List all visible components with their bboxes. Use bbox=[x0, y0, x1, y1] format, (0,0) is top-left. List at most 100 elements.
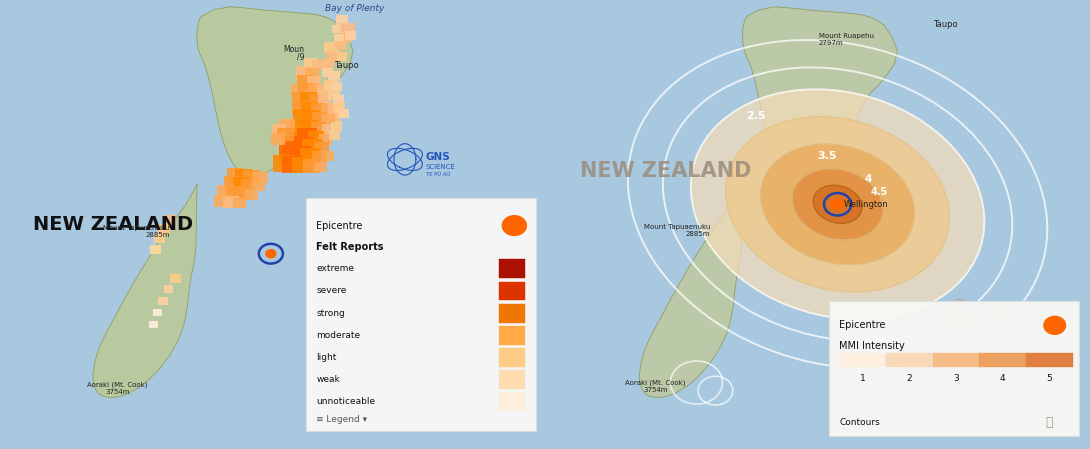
Text: Mount Ruapehu
2797m: Mount Ruapehu 2797m bbox=[819, 33, 873, 46]
Bar bbox=[305, 68, 319, 80]
Bar bbox=[313, 60, 326, 70]
Bar bbox=[227, 168, 243, 182]
Bar bbox=[282, 136, 303, 153]
Circle shape bbox=[1044, 317, 1066, 335]
Bar bbox=[499, 304, 525, 322]
Bar bbox=[302, 102, 318, 115]
Text: Mount Tapuaenuku
2885m: Mount Tapuaenuku 2885m bbox=[644, 224, 710, 238]
Bar bbox=[328, 71, 340, 81]
Bar bbox=[331, 122, 342, 131]
Bar bbox=[170, 274, 181, 283]
Bar bbox=[499, 282, 525, 300]
Text: 3: 3 bbox=[953, 374, 959, 383]
Bar bbox=[272, 155, 294, 172]
Text: 4: 4 bbox=[1000, 374, 1005, 383]
Text: light: light bbox=[316, 353, 337, 362]
Bar bbox=[338, 109, 349, 118]
Text: unnoticeable: unnoticeable bbox=[316, 397, 375, 406]
Text: moderate: moderate bbox=[316, 331, 361, 340]
Text: Felt Reports: Felt Reports bbox=[316, 242, 384, 251]
Ellipse shape bbox=[691, 89, 984, 319]
Text: 5: 5 bbox=[1046, 374, 1052, 383]
Bar bbox=[223, 176, 241, 190]
Bar bbox=[331, 25, 341, 33]
Text: strong: strong bbox=[316, 308, 346, 317]
Bar bbox=[499, 392, 525, 411]
Bar bbox=[322, 68, 332, 77]
Bar bbox=[839, 353, 886, 367]
Text: TE PŪ AO: TE PŪ AO bbox=[981, 325, 1007, 330]
Text: NEW ZEALAND: NEW ZEALAND bbox=[33, 215, 193, 234]
Polygon shape bbox=[742, 7, 897, 177]
Ellipse shape bbox=[813, 185, 862, 224]
Text: GNS: GNS bbox=[981, 304, 1008, 313]
Text: Aoraki (Mt. Cook)
3754m: Aoraki (Mt. Cook) 3754m bbox=[626, 379, 686, 393]
Circle shape bbox=[266, 250, 276, 258]
Bar bbox=[314, 162, 327, 172]
Bar bbox=[336, 15, 348, 25]
Text: Bay of Plenty: Bay of Plenty bbox=[325, 4, 385, 13]
Text: 4: 4 bbox=[864, 174, 872, 184]
Bar bbox=[933, 353, 979, 367]
Bar bbox=[293, 109, 312, 124]
Bar bbox=[245, 189, 258, 200]
Bar bbox=[322, 114, 335, 124]
Bar bbox=[158, 297, 168, 305]
Bar bbox=[217, 185, 233, 199]
Bar bbox=[149, 321, 158, 328]
Text: 4.5: 4.5 bbox=[870, 187, 887, 197]
Bar bbox=[339, 33, 351, 43]
Bar bbox=[252, 180, 265, 191]
Bar bbox=[327, 51, 340, 62]
Bar bbox=[296, 66, 312, 79]
Bar bbox=[499, 348, 525, 367]
Bar bbox=[290, 119, 310, 135]
Bar bbox=[155, 234, 166, 243]
Bar bbox=[226, 186, 242, 200]
Bar bbox=[499, 260, 525, 278]
Bar bbox=[331, 82, 342, 91]
Ellipse shape bbox=[792, 169, 883, 240]
Bar bbox=[886, 353, 933, 367]
Bar bbox=[308, 84, 322, 95]
Bar bbox=[328, 90, 340, 100]
Text: Taupo: Taupo bbox=[334, 61, 359, 70]
Bar bbox=[319, 134, 332, 145]
Text: Aoraki (Mt. Cook)
3754m: Aoraki (Mt. Cook) 3754m bbox=[87, 382, 148, 395]
Bar bbox=[279, 119, 295, 132]
Bar bbox=[308, 131, 325, 144]
Bar bbox=[289, 146, 311, 164]
Text: Epicentre: Epicentre bbox=[839, 320, 885, 330]
Bar bbox=[318, 94, 331, 105]
Bar bbox=[344, 31, 355, 40]
Text: extreme: extreme bbox=[316, 264, 354, 273]
Text: /9: /9 bbox=[298, 52, 304, 61]
Bar bbox=[299, 83, 315, 97]
Bar bbox=[223, 196, 239, 208]
Bar bbox=[499, 370, 525, 389]
Bar bbox=[164, 285, 173, 293]
Bar bbox=[340, 23, 354, 35]
Ellipse shape bbox=[726, 117, 949, 292]
Bar bbox=[1026, 353, 1073, 367]
Bar bbox=[164, 215, 175, 225]
Text: NEW ZEALAND: NEW ZEALAND bbox=[580, 161, 751, 180]
Bar bbox=[278, 128, 294, 141]
Bar bbox=[312, 103, 326, 114]
Bar bbox=[282, 156, 303, 173]
Text: 3.5: 3.5 bbox=[818, 151, 836, 161]
Bar bbox=[150, 245, 161, 254]
Bar bbox=[499, 326, 525, 345]
Bar bbox=[241, 179, 256, 191]
Bar bbox=[329, 131, 340, 140]
Text: Mount Tapuaenuku
2885m: Mount Tapuaenuku 2885m bbox=[104, 225, 170, 238]
Bar bbox=[323, 151, 335, 161]
Bar bbox=[292, 101, 310, 115]
Bar bbox=[302, 139, 322, 155]
Bar bbox=[292, 157, 312, 173]
Bar bbox=[154, 309, 162, 316]
Bar bbox=[303, 159, 319, 173]
Bar bbox=[301, 92, 317, 106]
Bar bbox=[323, 124, 335, 134]
Polygon shape bbox=[197, 7, 353, 177]
